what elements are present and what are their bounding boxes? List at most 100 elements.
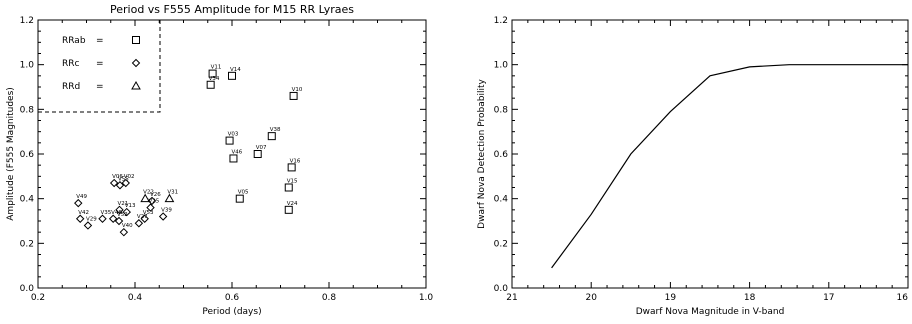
right-chart: 21 20 19 18 17 16 0.0 0.2 0.4 0.6 0.8 1.0 1.2 Dwarf … [477,16,909,317]
point-label-v10: V10 [292,87,303,93]
point-label-v16: V16 [290,158,301,164]
legend-marker-diamond [131,58,141,68]
right-y-axis-label: Dwarf Nova Detection Probability [477,79,487,229]
x-tick-label: 16 [897,293,909,303]
legend-equals: = [96,59,104,69]
point-label-v53: V53 [143,210,154,216]
point-label-v13: V13 [125,203,136,209]
data-point-v15 [284,183,293,192]
data-point-v49 [74,198,83,208]
right-x-axis-label: Dwarf Nova Magnitude in V-band [636,307,785,317]
left-legend: RRab = RRc = RRd = [62,36,141,92]
x-tick-label: 0.2 [31,293,45,303]
point-label-v14: V14 [230,67,241,73]
data-point-v07 [253,150,262,158]
y-tick-label: 0.8 [20,105,35,115]
data-point-v22 [140,193,151,203]
left-y-axis-label: Amplitude (F555 Magnitudes) [6,87,16,221]
y-tick-label: 0.4 [20,195,35,205]
data-point-v21 [115,205,124,215]
point-label-v02: V02 [124,174,135,180]
data-point-v02 [121,178,130,188]
x-tick-label: 0.8 [322,293,337,303]
data-point-v29 [83,221,93,230]
point-label-v26: V26 [150,192,161,198]
legend-marker-square [132,36,140,44]
data-point-v38 [267,132,276,141]
data-point-v05 [235,194,244,203]
point-label-v27: V27 [137,214,148,220]
point-label-v55: V55 [118,176,129,182]
point-label-v31: V31 [167,190,178,196]
point-label-v52: V52 [117,212,128,218]
x-tick-label: 18 [744,293,756,303]
point-label-v35: V35 [101,210,112,216]
data-point-v03 [225,136,234,145]
point-label-v06: V06 [112,174,123,180]
point-label-v05: V05 [238,190,249,196]
data-point-v31 [164,193,175,203]
y-tick-label: 1.0 [494,61,509,71]
point-label-v24: V24 [287,201,298,207]
legend-box-border [38,20,161,113]
point-label-v21: V21 [117,201,128,207]
data-point-v39 [158,212,168,221]
y-tick-label: 1.2 [494,16,508,26]
data-point-v35 [98,214,107,223]
data-point-v14 [228,71,236,80]
data-point-v55 [115,181,125,190]
data-point-v53 [140,214,149,223]
detection-probability-line [551,64,908,269]
x-tick-label: 1.0 [419,293,434,303]
data-point-v46 [229,154,238,163]
data-point-v06 [109,178,119,188]
y-tick-label: 0.0 [20,284,35,294]
data-point-v25 [146,203,155,212]
point-label-v11: V11 [211,65,222,71]
data-point-v42 [75,214,85,223]
y-tick-label: 1.2 [20,16,34,26]
legend-label: RRc [62,59,80,69]
data-point-v13 [122,207,131,217]
y-tick-label: 0.2 [20,239,34,249]
point-label-v07: V07 [256,145,267,151]
point-label-v46: V46 [231,149,242,155]
point-label-v42: V42 [78,210,89,216]
point-label-v48: V48 [111,210,122,216]
data-point-v10 [289,91,298,100]
left-chart-title: Period vs F555 Amplitude for M15 RR Lyra… [110,3,354,16]
legend-label: RRd [62,82,80,92]
y-tick-label: 0.2 [494,239,508,249]
x-tick-label: 17 [823,293,834,303]
point-label-v49: V49 [76,194,87,200]
y-tick-label: 0.6 [494,150,509,160]
point-label-v38: V38 [270,127,281,133]
data-point-v27 [134,219,144,228]
legend-equals: = [96,82,104,92]
x-tick-label: 19 [665,293,677,303]
data-point-v24 [284,205,293,214]
left-axes: 0.2 0.4 0.6 0.8 1.00.00.20.40.60.81.01.2 [20,16,434,303]
point-label-v03: V03 [228,132,239,138]
point-label-v34: V34 [209,76,220,82]
data-point-v34 [206,80,215,89]
right-axes: 21 20 19 18 17 16 0.0 0.2 0.4 0.6 0.8 1.0 1.2 [494,16,909,303]
data-point-v52 [114,216,124,226]
data-point-v16 [287,163,296,172]
point-label-v25: V25 [149,199,160,205]
point-label-v40: V40 [122,223,133,229]
point-label-v15: V15 [287,179,298,185]
x-tick-label: 0.4 [128,293,143,303]
left-x-axis-label: Period (days) [202,307,261,317]
x-tick-label: 20 [585,293,597,303]
y-tick-label: 0.4 [494,195,509,205]
y-tick-label: 1.0 [20,61,35,71]
data-point-v26 [147,196,157,206]
y-tick-label: 0.6 [20,150,35,160]
legend-label: RRab [62,36,86,46]
right-plot-frame [511,19,909,289]
x-tick-label: 0.6 [225,293,240,303]
point-label-v39: V39 [161,208,172,214]
x-tick-label: 21 [506,293,517,303]
legend-equals: = [96,36,104,46]
